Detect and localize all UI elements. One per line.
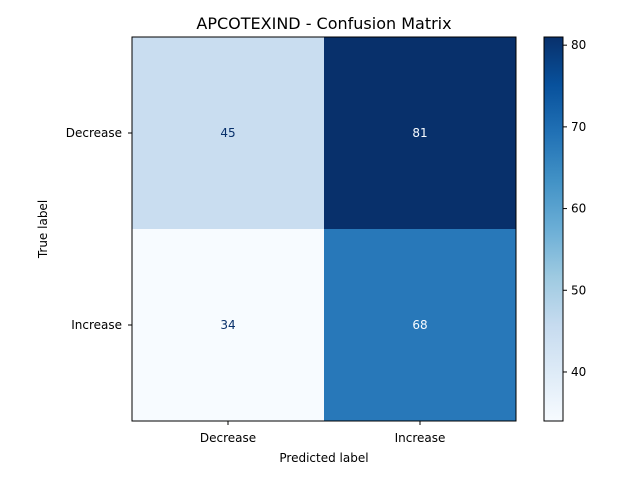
y-axis-ticks: Decrease Increase xyxy=(66,126,132,332)
y-axis-label: True label xyxy=(36,200,50,259)
cell-1-1 xyxy=(324,229,516,421)
cell-0-0 xyxy=(132,37,324,229)
y-tick-label: Increase xyxy=(71,318,122,332)
x-tick-label: Increase xyxy=(395,431,446,445)
x-tick-label: Decrease xyxy=(200,431,256,445)
cell-value-0-1: 81 xyxy=(412,126,427,140)
heatmap-cells xyxy=(132,37,516,421)
colorbar-ticks: 40 50 60 70 80 xyxy=(563,38,586,379)
colorbar-tick-label: 80 xyxy=(571,38,586,52)
colorbar xyxy=(544,37,563,421)
chart-title: APCOTEXIND - Confusion Matrix xyxy=(196,14,451,33)
x-axis-label: Predicted label xyxy=(279,451,368,465)
heatmap-cell-labels: 45 81 34 68 xyxy=(220,126,427,332)
cell-value-1-0: 34 xyxy=(220,318,235,332)
y-tick-label: Decrease xyxy=(66,126,122,140)
colorbar-tick-label: 40 xyxy=(571,365,586,379)
plot-frame xyxy=(131,36,517,422)
x-axis-ticks: Decrease Increase xyxy=(200,421,446,445)
cell-value-0-0: 45 xyxy=(220,126,235,140)
cell-1-0 xyxy=(132,229,324,421)
colorbar-tick-label: 60 xyxy=(571,202,586,216)
colorbar-tick-label: 70 xyxy=(571,120,586,134)
cell-value-1-1: 68 xyxy=(412,318,427,332)
colorbar-tick-label: 50 xyxy=(571,283,586,297)
colorbar-frame xyxy=(543,36,564,422)
cell-0-1 xyxy=(324,37,516,229)
